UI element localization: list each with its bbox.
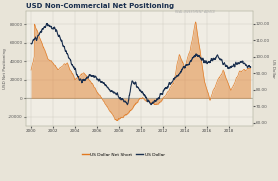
Legend: US Dollar Net Short, US Dollar: US Dollar Net Short, US Dollar bbox=[80, 151, 166, 158]
Text: REAL INVESTMENT ADVICE: REAL INVESTMENT ADVICE bbox=[175, 10, 215, 14]
Y-axis label: USD Net Positioning: USD Net Positioning bbox=[3, 48, 7, 89]
Y-axis label: US Dollar: US Dollar bbox=[271, 59, 275, 78]
Text: USD Non-Commercial Net Positioning: USD Non-Commercial Net Positioning bbox=[26, 3, 174, 9]
